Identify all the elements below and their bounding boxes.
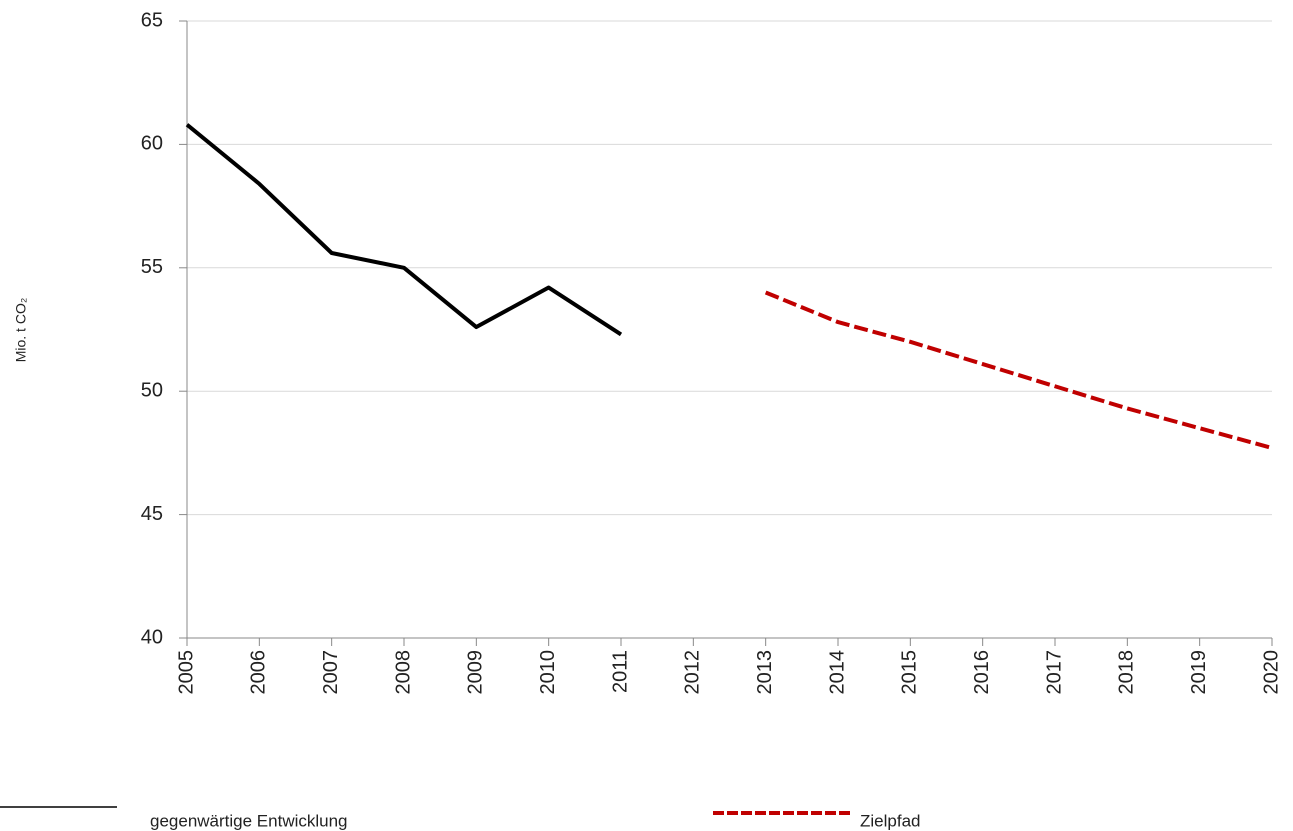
y-tick-label: 40 <box>141 626 163 648</box>
x-tick-label: 2005 <box>175 650 197 695</box>
x-tick-label: 2009 <box>465 650 487 695</box>
x-tick-label: 2011 <box>609 650 631 693</box>
x-tick-label: 2010 <box>537 650 559 695</box>
y-tick-label: 65 <box>141 9 163 31</box>
y-tick-label: 55 <box>141 256 163 278</box>
x-tick-label: 2006 <box>248 650 270 695</box>
x-tick-label: 2008 <box>392 650 414 695</box>
x-tick-label: 2016 <box>971 650 993 695</box>
x-tick-label: 2019 <box>1188 650 1210 695</box>
y-tick-label: 60 <box>141 133 163 155</box>
y-axis-label: Mio. t CO₂ <box>13 298 29 363</box>
x-tick-label: 2018 <box>1116 650 1138 695</box>
legend-label: Zielpfad <box>860 811 920 830</box>
series-line <box>185 123 623 337</box>
x-tick-label: 2012 <box>682 650 704 695</box>
x-tick-label: 2017 <box>1043 650 1065 695</box>
series-line <box>764 290 1273 450</box>
x-tick-label: 2014 <box>826 650 848 695</box>
x-tick-label: 2020 <box>1260 650 1282 695</box>
legend-label: gegenwärtige Entwicklung <box>150 811 348 830</box>
y-tick-label: 45 <box>141 503 163 525</box>
x-tick-label: 2015 <box>899 650 921 695</box>
x-tick-label: 2007 <box>320 650 342 695</box>
x-tick-label: 2013 <box>754 650 776 695</box>
y-tick-label: 50 <box>141 379 163 401</box>
